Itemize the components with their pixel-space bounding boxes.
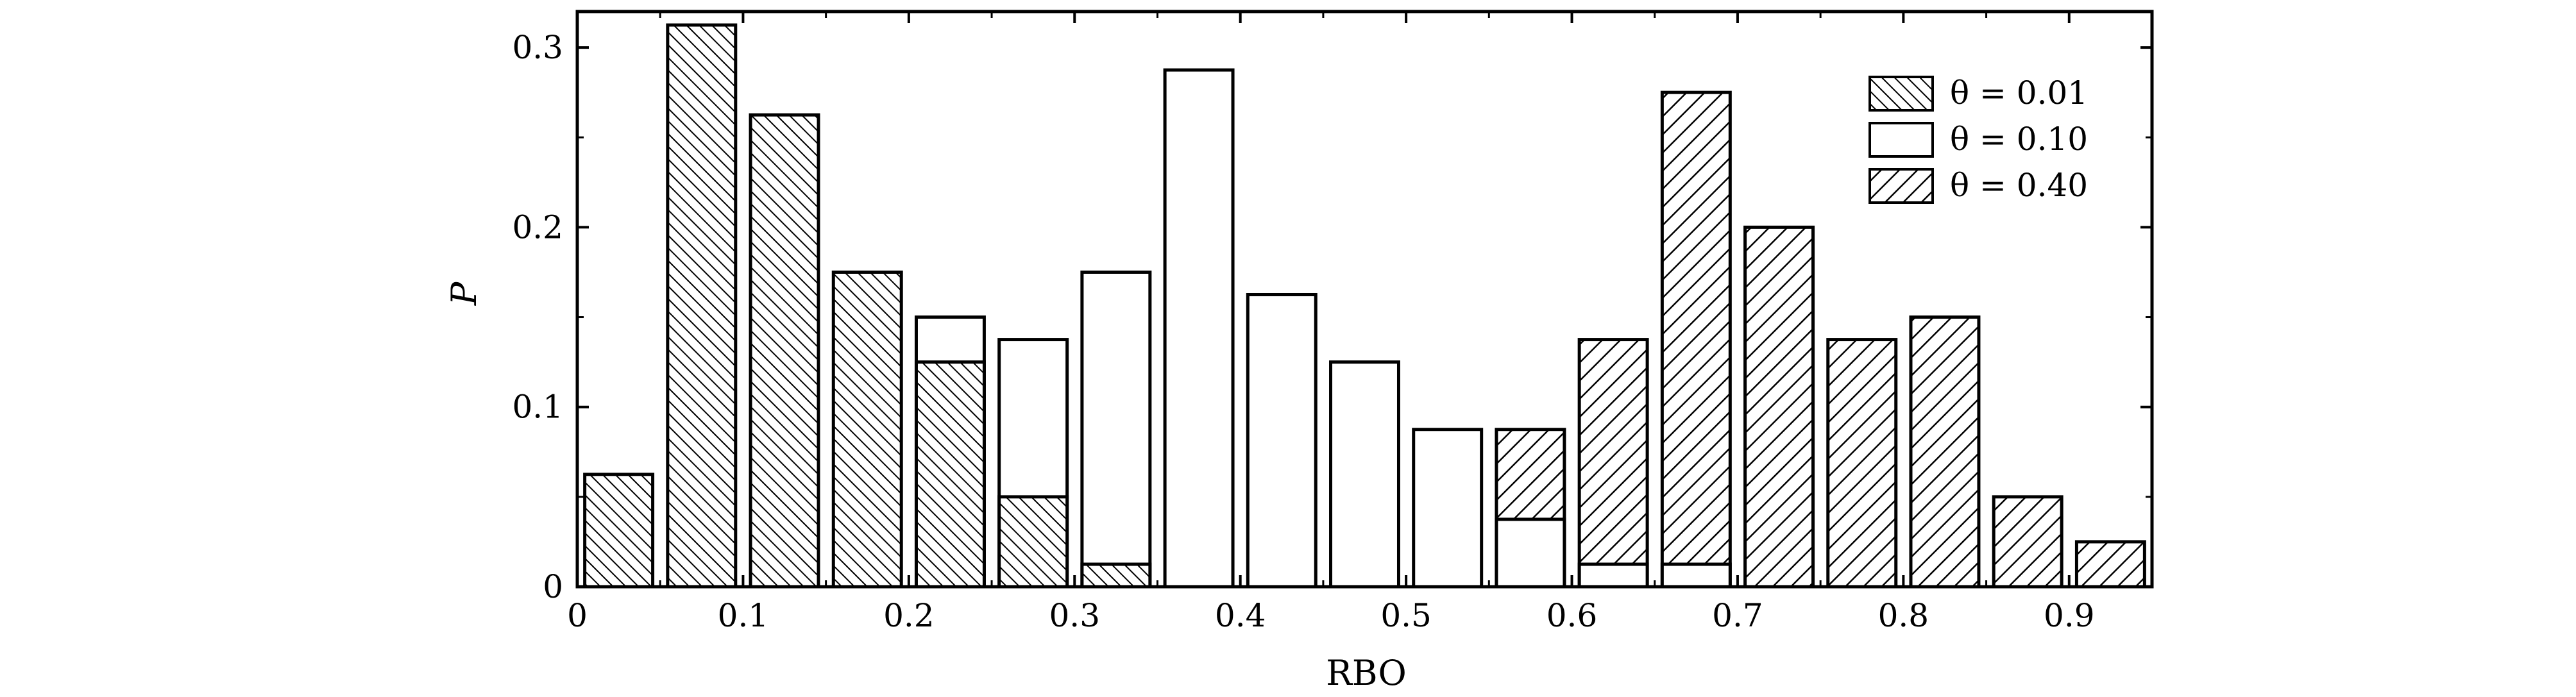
- bar-series1-bin5: [914, 360, 986, 589]
- y-tick-label: 0: [543, 568, 563, 605]
- plot-frame: [575, 10, 2154, 589]
- x-tick-label: 0.4: [1215, 597, 1266, 634]
- axes-layer: 0 0.1 0.2 0.3 0.4 0.5 0.6 0.7 0.8 0.9 0 0.1 0.2 0.3: [512, 10, 2154, 634]
- legend-swatch-1: [1868, 76, 1934, 112]
- legend-swatch-3: [1868, 168, 1934, 204]
- bar-series2-bin14: [1660, 562, 1732, 589]
- bar-series2-bin9: [1246, 292, 1318, 589]
- x-tick-label: 0.6: [1546, 597, 1598, 634]
- legend-label-3: θ = 0.40: [1950, 167, 2088, 204]
- x-tick-label: 0.1: [718, 597, 769, 634]
- bar-series3-bin18: [1992, 495, 2063, 589]
- y-tick-label: 0.2: [512, 208, 563, 246]
- x-tick-label: 0.8: [1878, 597, 1929, 634]
- bar-series1-bin4: [831, 270, 903, 589]
- bar-series3-bin15: [1743, 225, 1815, 589]
- x-tick-label: 0: [567, 597, 588, 634]
- bar-series2-bin12: [1495, 517, 1566, 589]
- legend-label-2: θ = 0.10: [1950, 121, 2088, 158]
- bar-series1-bin1: [583, 473, 655, 589]
- bar-series1-bin6: [997, 495, 1069, 589]
- bar-series3-bin17: [1909, 315, 1981, 589]
- bar-series3-bin13: [1577, 338, 1649, 589]
- bar-series1-bin2: [666, 23, 738, 589]
- x-tick-label: 0.2: [883, 597, 935, 634]
- y-axis-title: P: [444, 281, 484, 306]
- legend: θ = 0.01 θ = 0.10 θ = 0.40: [1868, 74, 2088, 204]
- bar-series3-bin14: [1660, 90, 1732, 589]
- y-tick-label: 0.1: [512, 389, 563, 426]
- y-tick-label: 0.3: [512, 29, 563, 66]
- x-axis-title: RBO: [1326, 653, 1407, 693]
- bar-series2-bin10: [1329, 360, 1400, 589]
- x-tick-label: 0.5: [1380, 597, 1432, 634]
- bar-series3-bin19: [2074, 540, 2146, 589]
- bar-series1-bin3: [749, 113, 820, 589]
- x-tick-label: 0.3: [1049, 597, 1100, 634]
- bar-series2-bin7: [1080, 270, 1152, 589]
- bars-layer: [583, 23, 2146, 589]
- bar-series2-bin11: [1412, 428, 1484, 589]
- bar-series2-bin13: [1577, 562, 1649, 589]
- x-tick-label: 0.7: [1712, 597, 1763, 634]
- legend-swatch-2: [1868, 122, 1934, 158]
- legend-label-1: θ = 0.01: [1950, 74, 2088, 112]
- x-tick-label: 0.9: [2044, 597, 2095, 634]
- bar-series1-bin7: [1080, 562, 1152, 589]
- bar-series3-bin16: [1826, 338, 1898, 589]
- bar-series2-bin8: [1163, 68, 1235, 589]
